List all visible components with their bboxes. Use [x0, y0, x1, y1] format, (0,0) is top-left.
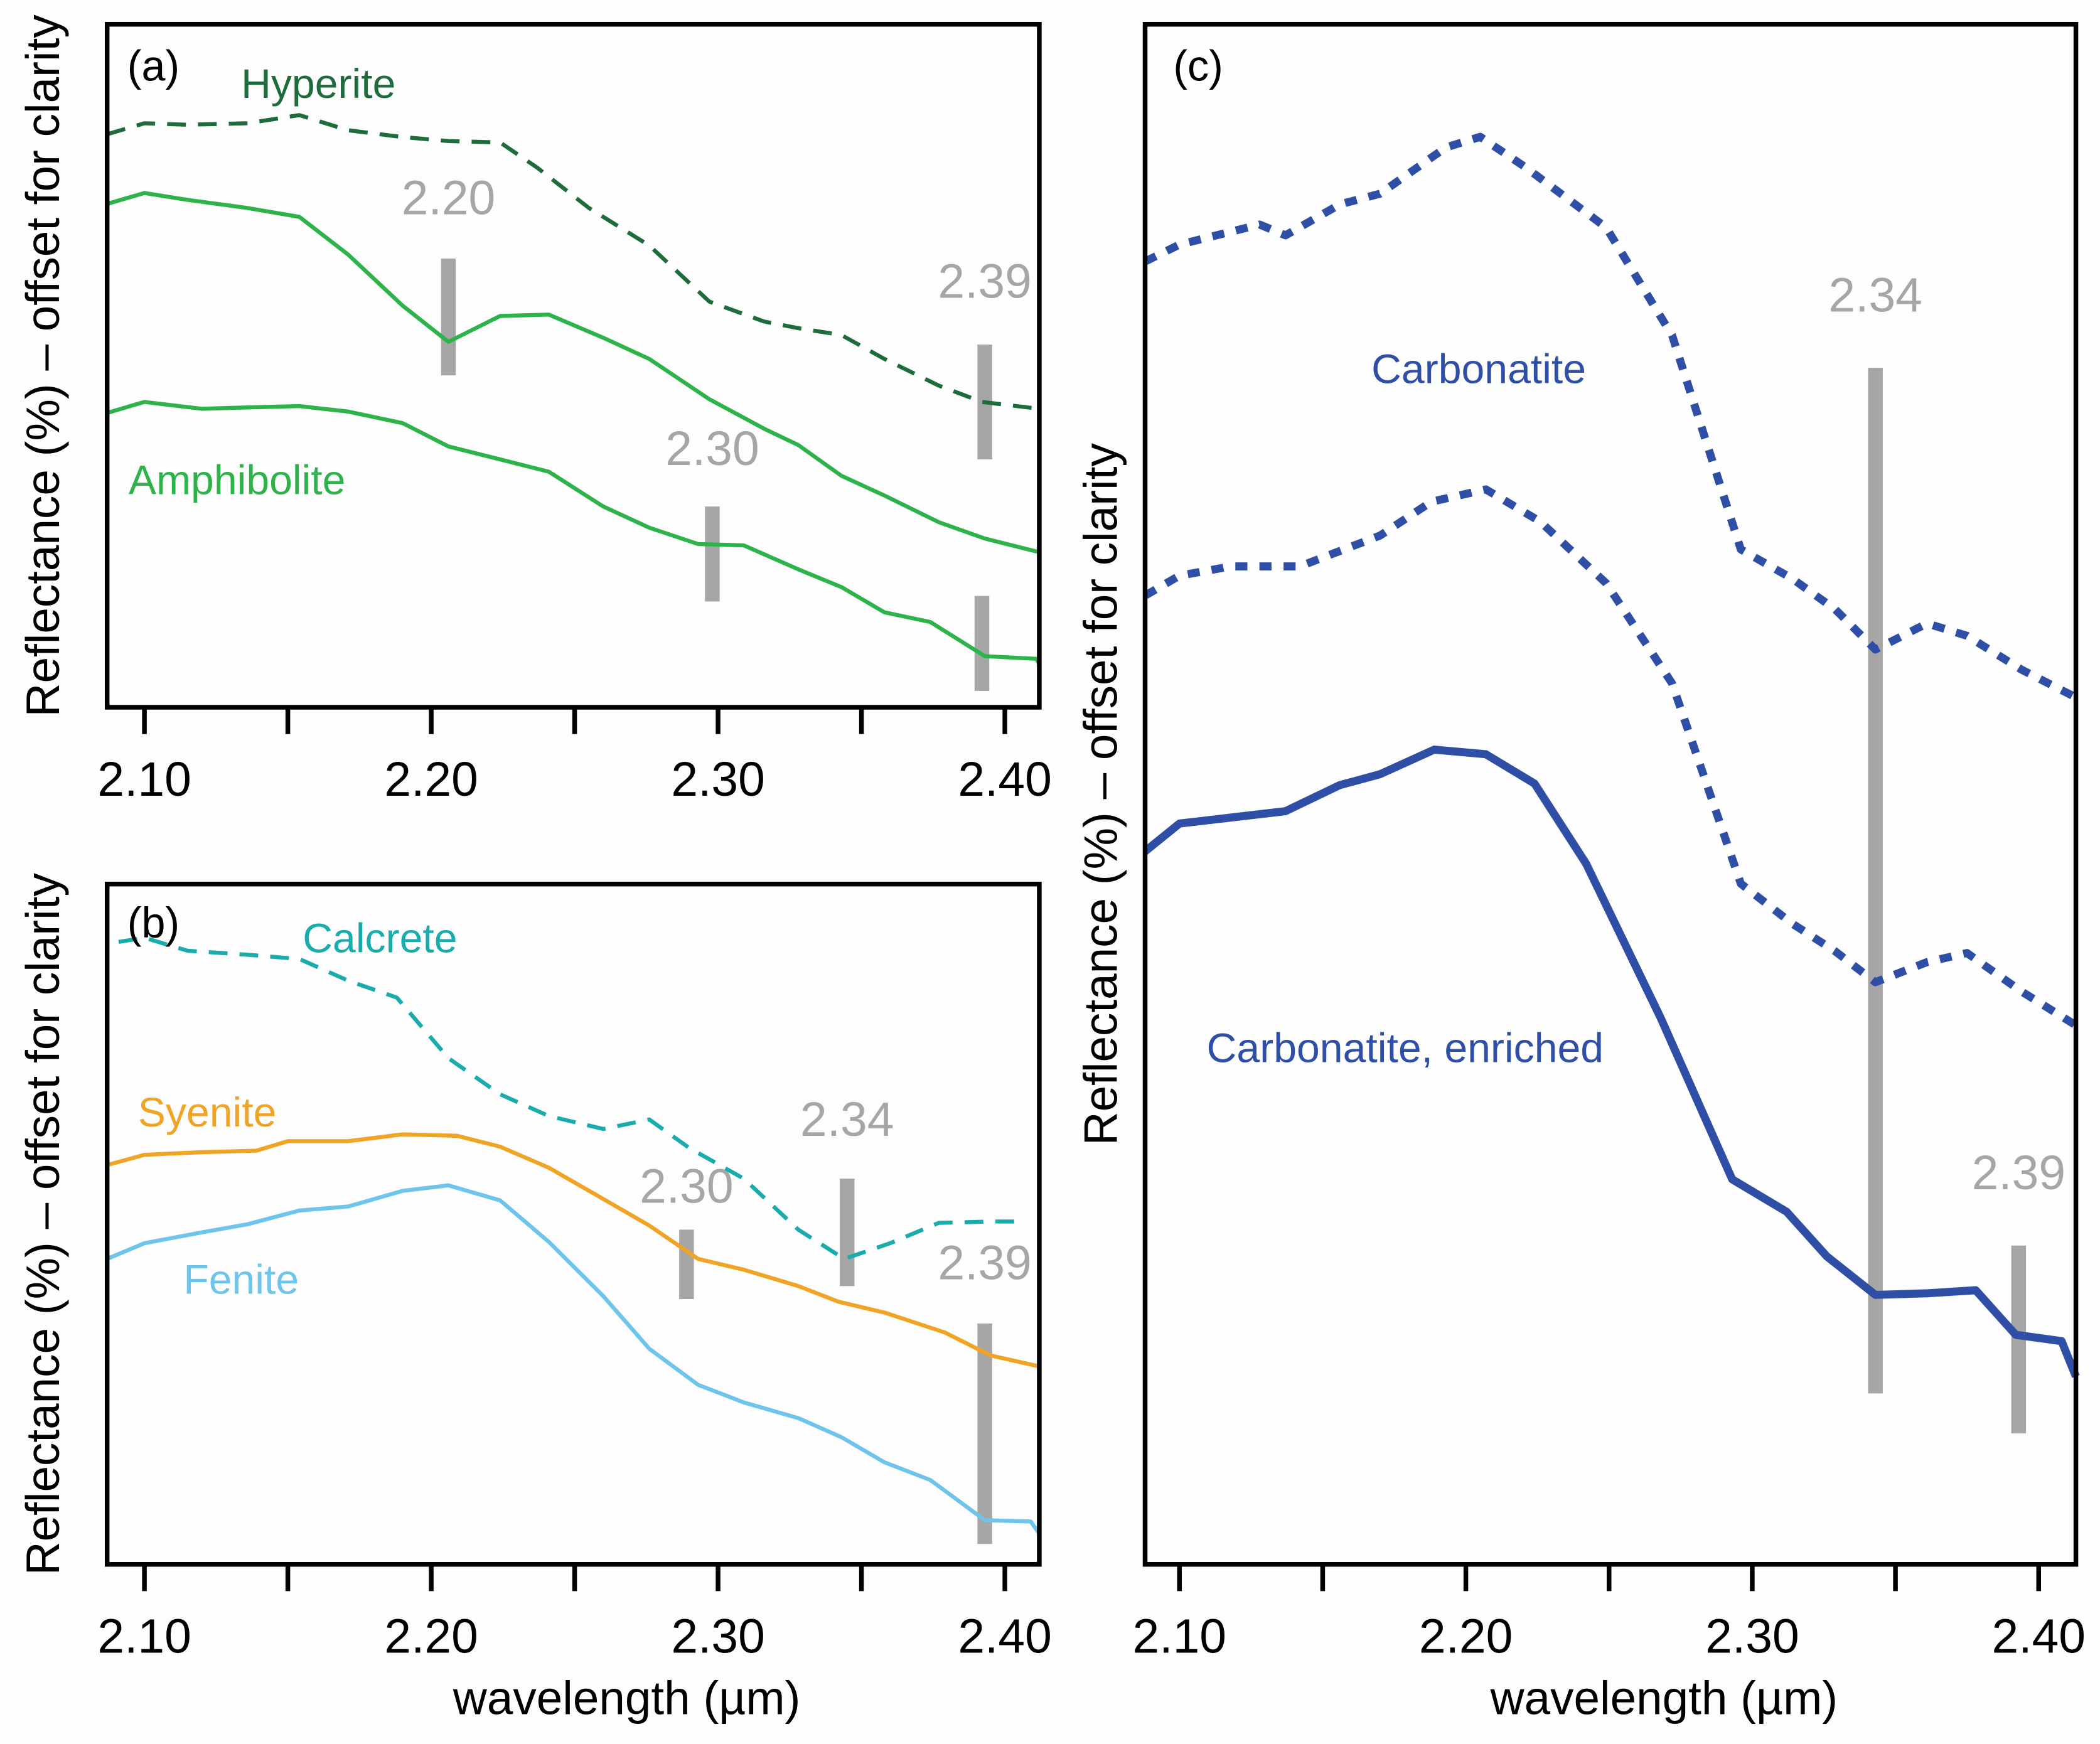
x-tick-label: 2.40	[958, 752, 1052, 806]
series-line-syenite	[106, 1132, 1040, 1369]
series-line-calcrete	[118, 936, 1026, 1261]
panel-label: (b)	[127, 899, 179, 947]
y-axis-label: Reflectance (%) – offset for clarity	[16, 872, 69, 1575]
x-axis-label: wavelength (µm)	[453, 1672, 800, 1725]
y-axis-label: Reflectance (%) – offset for clarity	[16, 14, 69, 717]
panel-b: 2.30 2.34 2.39 Calcrete Syenite Fenite 2.10 2.2…	[16, 872, 1052, 1724]
x-tick-label: 2.30	[1705, 1610, 1799, 1664]
x-tick-label: 2.10	[97, 752, 191, 806]
x-tick-label: 2.10	[1133, 1610, 1227, 1664]
x-tick-label: 2.40	[1992, 1610, 2086, 1664]
series-label: Amphibolite	[129, 457, 346, 504]
series-line-hyperite	[106, 113, 1040, 411]
series-label: Syenite	[138, 1089, 277, 1136]
absorption-marker-label: 2.30	[640, 1160, 734, 1214]
panel-a: 2.20 2.30 2.39 Hyperite Amphibolite 2.10 2.20 2…	[16, 14, 1052, 806]
absorption-marker-label: 2.39	[938, 254, 1032, 308]
absorption-marker-label: 2.39	[1972, 1146, 2066, 1200]
series-label: Fenite	[183, 1257, 299, 1303]
series-line-carbonatite-upper	[1143, 132, 2078, 701]
panel-c: 2.34 2.39 Carbonatite Carbonatite, enriched…	[1074, 21, 2086, 1725]
x-tick-label: 2.20	[1419, 1610, 1513, 1664]
series-line-fenite	[106, 1183, 1041, 1535]
x-tick-label: 2.30	[671, 1610, 765, 1664]
series-label: Carbonatite, enriched	[1207, 1025, 1604, 1072]
absorption-marker-label: 2.39	[938, 1236, 1032, 1290]
x-axis-label: wavelength (µm)	[1490, 1672, 1838, 1725]
x-tick-label: 2.30	[671, 752, 765, 806]
x-tick-label: 2.40	[958, 1610, 1052, 1664]
x-tick-label: 2.10	[97, 1610, 191, 1664]
series-label: Hyperite	[241, 61, 395, 107]
series-line-amphibolite-upper	[106, 191, 1040, 555]
x-tick-label: 2.20	[384, 1610, 478, 1664]
series-line-carbonatite	[1143, 485, 2078, 1029]
series-line-amphibolite	[106, 400, 1041, 665]
absorption-marker-label: 2.34	[800, 1093, 894, 1147]
absorption-marker-label: 2.20	[402, 171, 496, 225]
absorption-marker-label: 2.30	[665, 422, 759, 476]
y-axis-label: Reflectance (%) – offset for clarity	[1074, 443, 1127, 1146]
panel-label: (c)	[1173, 42, 1223, 90]
x-tick-label: 2.20	[384, 752, 478, 806]
series-label: Carbonatite	[1371, 346, 1586, 393]
panel-label: (a)	[127, 42, 179, 90]
series-line-carbonatite-enriched	[1142, 746, 2080, 1378]
absorption-marker-label: 2.34	[1828, 268, 1922, 322]
series-label: Calcrete	[303, 916, 457, 962]
